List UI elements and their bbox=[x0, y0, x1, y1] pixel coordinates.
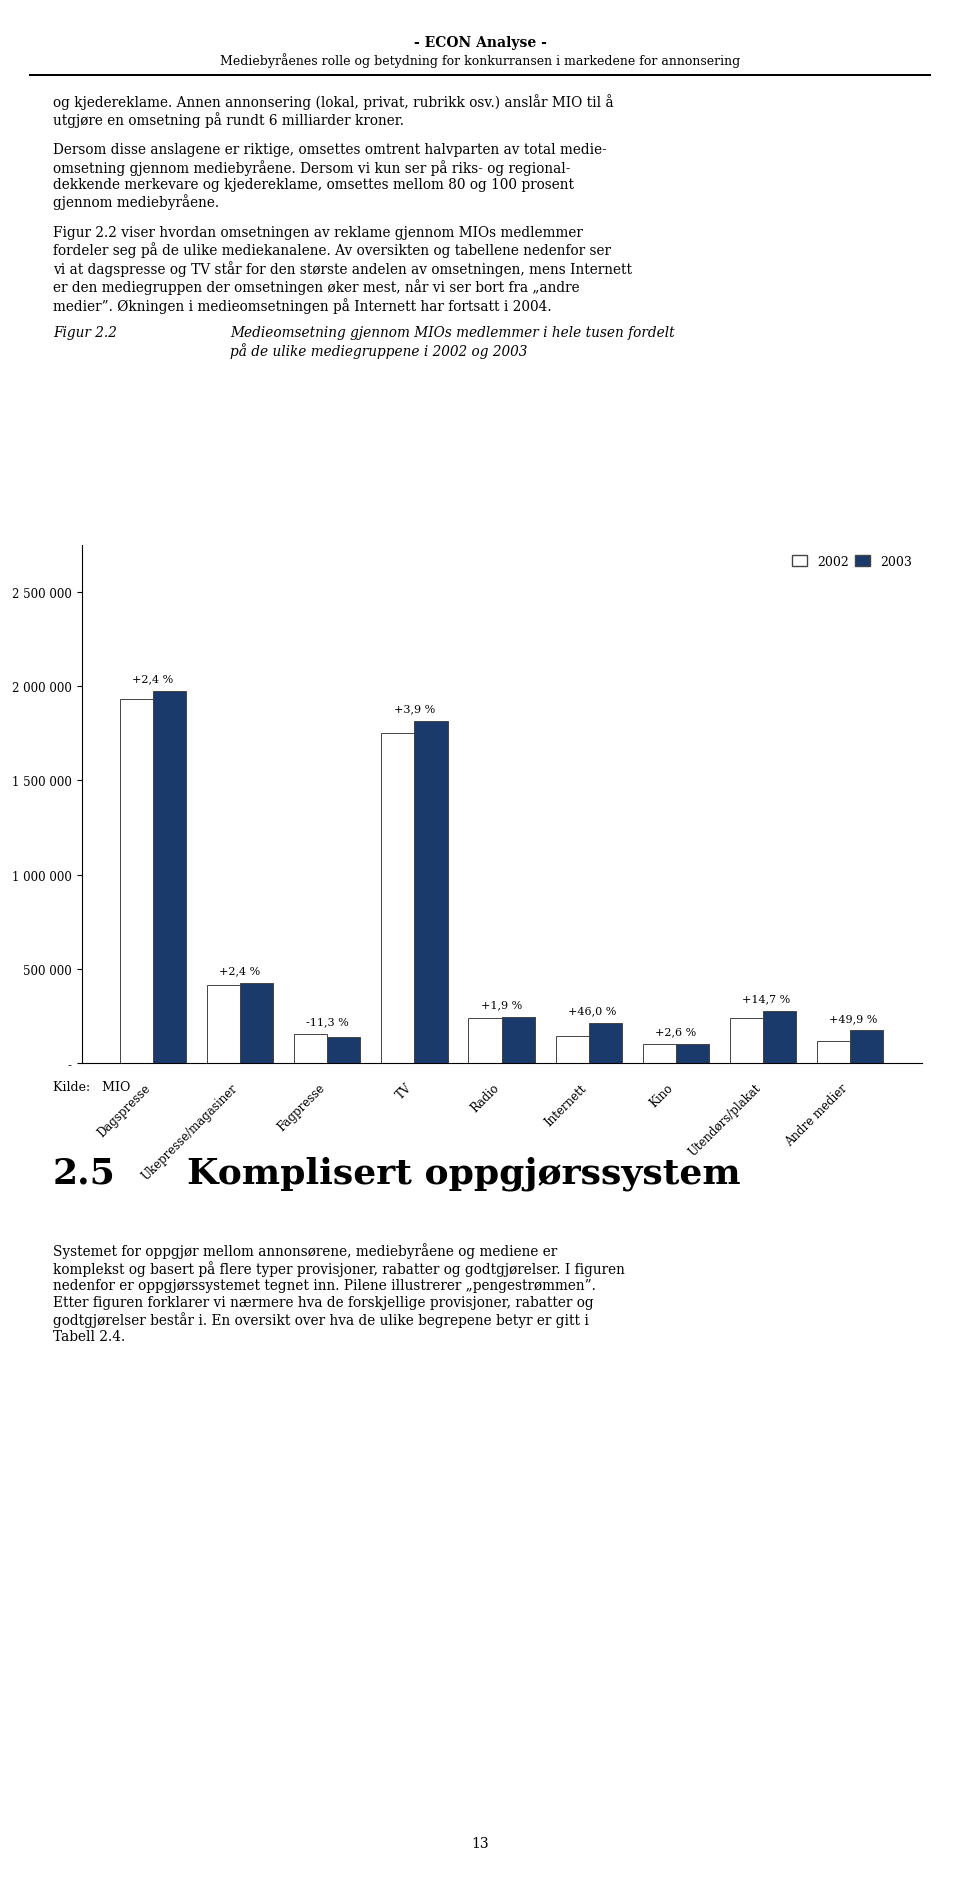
Text: Andre medier: Andre medier bbox=[783, 1080, 851, 1148]
Text: Fagpresse: Fagpresse bbox=[275, 1080, 327, 1133]
Text: og kjedereklame. Annen annonsering (lokal, privat, rubrikk osv.) anslår MIO til : og kjedereklame. Annen annonsering (loka… bbox=[53, 94, 613, 128]
Bar bbox=[676, 1045, 709, 1063]
Text: Dagspresse: Dagspresse bbox=[95, 1080, 153, 1139]
Bar bbox=[643, 1045, 676, 1063]
Text: Internett: Internett bbox=[542, 1080, 588, 1127]
Text: +2,4 %: +2,4 % bbox=[219, 965, 260, 975]
Text: +46,0 %: +46,0 % bbox=[568, 1007, 616, 1016]
Text: Medieomsetning gjennom MIOs medlemmer i hele tusen fordelt: Medieomsetning gjennom MIOs medlemmer i … bbox=[230, 326, 675, 339]
Text: Dersom disse anslagene er riktige, omsettes omtrent halvparten av total medie-
o: Dersom disse anslagene er riktige, omset… bbox=[53, 143, 607, 211]
Text: - ECON Analyse -: - ECON Analyse - bbox=[414, 36, 546, 49]
Text: Komplisert oppgjørssystem: Komplisert oppgjørssystem bbox=[187, 1156, 741, 1189]
Text: +2,6 %: +2,6 % bbox=[655, 1026, 696, 1037]
Bar bbox=[763, 1011, 796, 1063]
Bar bbox=[730, 1018, 763, 1063]
Bar bbox=[381, 734, 415, 1063]
Text: Systemet for oppgjør mellom annonsørene, mediebyråene og mediene er
komplekst og: Systemet for oppgjør mellom annonsørene,… bbox=[53, 1242, 625, 1344]
Text: Utendørs/plakat: Utendørs/plakat bbox=[685, 1080, 763, 1159]
Legend: 2002, 2003: 2002, 2003 bbox=[788, 551, 915, 572]
Text: Kilde:   MIO: Kilde: MIO bbox=[53, 1080, 131, 1093]
Bar bbox=[556, 1035, 588, 1063]
Text: 2.5: 2.5 bbox=[53, 1156, 115, 1189]
Text: +1,9 %: +1,9 % bbox=[481, 999, 522, 1011]
Text: +49,9 %: +49,9 % bbox=[829, 1013, 877, 1024]
Bar bbox=[468, 1018, 501, 1063]
Bar bbox=[817, 1043, 851, 1063]
Text: -11,3 %: -11,3 % bbox=[306, 1016, 349, 1028]
Text: Ukepresse/magasiner: Ukepresse/magasiner bbox=[139, 1080, 240, 1182]
Bar bbox=[120, 700, 153, 1063]
Text: Figur 2.2: Figur 2.2 bbox=[53, 326, 117, 339]
Bar bbox=[207, 986, 240, 1063]
Text: TV: TV bbox=[394, 1080, 415, 1103]
Bar bbox=[294, 1035, 327, 1063]
Bar bbox=[501, 1018, 535, 1063]
Text: Radio: Radio bbox=[468, 1080, 501, 1114]
Bar bbox=[153, 691, 186, 1063]
Bar bbox=[327, 1037, 360, 1063]
Text: +14,7 %: +14,7 % bbox=[742, 994, 790, 1003]
Text: Mediebyråenes rolle og betydning for konkurransen i markedene for annonsering: Mediebyråenes rolle og betydning for kon… bbox=[220, 53, 740, 68]
Text: +3,9 %: +3,9 % bbox=[394, 704, 435, 713]
Text: +2,4 %: +2,4 % bbox=[132, 674, 173, 683]
Bar bbox=[415, 721, 447, 1063]
Bar bbox=[851, 1031, 883, 1063]
Text: Figur 2.2 viser hvordan omsetningen av reklame gjennom MIOs medlemmer
fordeler s: Figur 2.2 viser hvordan omsetningen av r… bbox=[53, 226, 632, 314]
Bar bbox=[588, 1024, 622, 1063]
Bar bbox=[240, 982, 274, 1063]
Text: 13: 13 bbox=[471, 1837, 489, 1850]
Text: Kino: Kino bbox=[647, 1080, 676, 1110]
Text: på de ulike mediegruppene i 2002 og 2003: på de ulike mediegruppene i 2002 og 2003 bbox=[230, 343, 528, 358]
